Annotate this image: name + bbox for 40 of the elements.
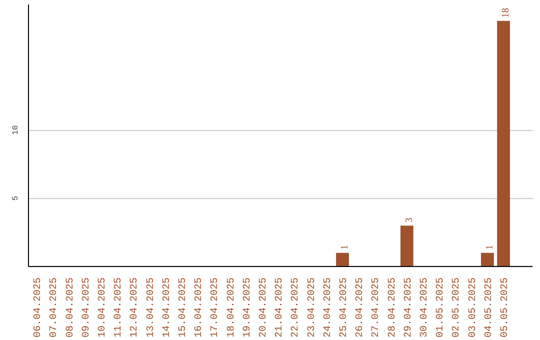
x-tick-label: 26.04.2025 bbox=[355, 277, 366, 338]
data-label: 1 bbox=[484, 244, 496, 250]
x-tick-label: 14.04.2025 bbox=[162, 277, 173, 338]
x-tick-label: 25.04.2025 bbox=[338, 277, 350, 338]
data-label: 1 bbox=[339, 244, 350, 250]
x-tick-label: 30.04.2025 bbox=[420, 277, 431, 338]
x-tick-label: 23.04.2025 bbox=[306, 277, 318, 338]
x-tick-label: 22.04.2025 bbox=[290, 277, 302, 338]
x-tick-label: 19.04.2025 bbox=[242, 277, 254, 338]
bar bbox=[480, 252, 494, 266]
x-tick-label: 29.04.2025 bbox=[403, 277, 414, 338]
x-tick-label: 17.04.2025 bbox=[210, 277, 222, 338]
x-tick-label: 05.05.2025 bbox=[500, 277, 512, 338]
x-tick-label: 18.04.2025 bbox=[226, 277, 238, 338]
x-tick-label: 07.04.2025 bbox=[49, 277, 60, 338]
x-tick-label: 20.04.2025 bbox=[258, 277, 270, 338]
x-tick-label: 15.04.2025 bbox=[178, 277, 189, 338]
x-tick-label: 24.04.2025 bbox=[322, 277, 334, 338]
y-tick-label: 5 bbox=[12, 196, 20, 201]
data-label: 18 bbox=[500, 8, 512, 18]
x-tick-label: 09.04.2025 bbox=[81, 277, 92, 338]
x-tick-label: 21.04.2025 bbox=[274, 277, 286, 338]
x-tick-label: 04.05.2025 bbox=[484, 277, 495, 338]
y-tick-label: 10 bbox=[12, 125, 20, 135]
x-tick-label: 28.04.2025 bbox=[387, 277, 398, 338]
bar bbox=[497, 20, 510, 266]
x-tick-label: 03.05.2025 bbox=[468, 277, 479, 338]
x-tick-label: 02.05.2025 bbox=[452, 277, 463, 338]
x-tick-label: 08.04.2025 bbox=[65, 277, 76, 338]
x-tick-label: 13.04.2025 bbox=[146, 277, 157, 338]
x-tick-label: 06.04.2025 bbox=[33, 277, 44, 338]
x-tick-label: 10.04.2025 bbox=[97, 277, 108, 338]
bar bbox=[336, 252, 349, 266]
x-tick-label: 12.04.2025 bbox=[130, 277, 141, 338]
x-tick-label: 01.05.2025 bbox=[436, 277, 447, 338]
data-label: 3 bbox=[404, 218, 415, 223]
x-tick-label: 11.04.2025 bbox=[114, 277, 125, 338]
bar bbox=[400, 226, 414, 266]
x-tick-label: 27.04.2025 bbox=[371, 277, 382, 338]
x-tick-label: 16.04.2025 bbox=[194, 277, 206, 338]
